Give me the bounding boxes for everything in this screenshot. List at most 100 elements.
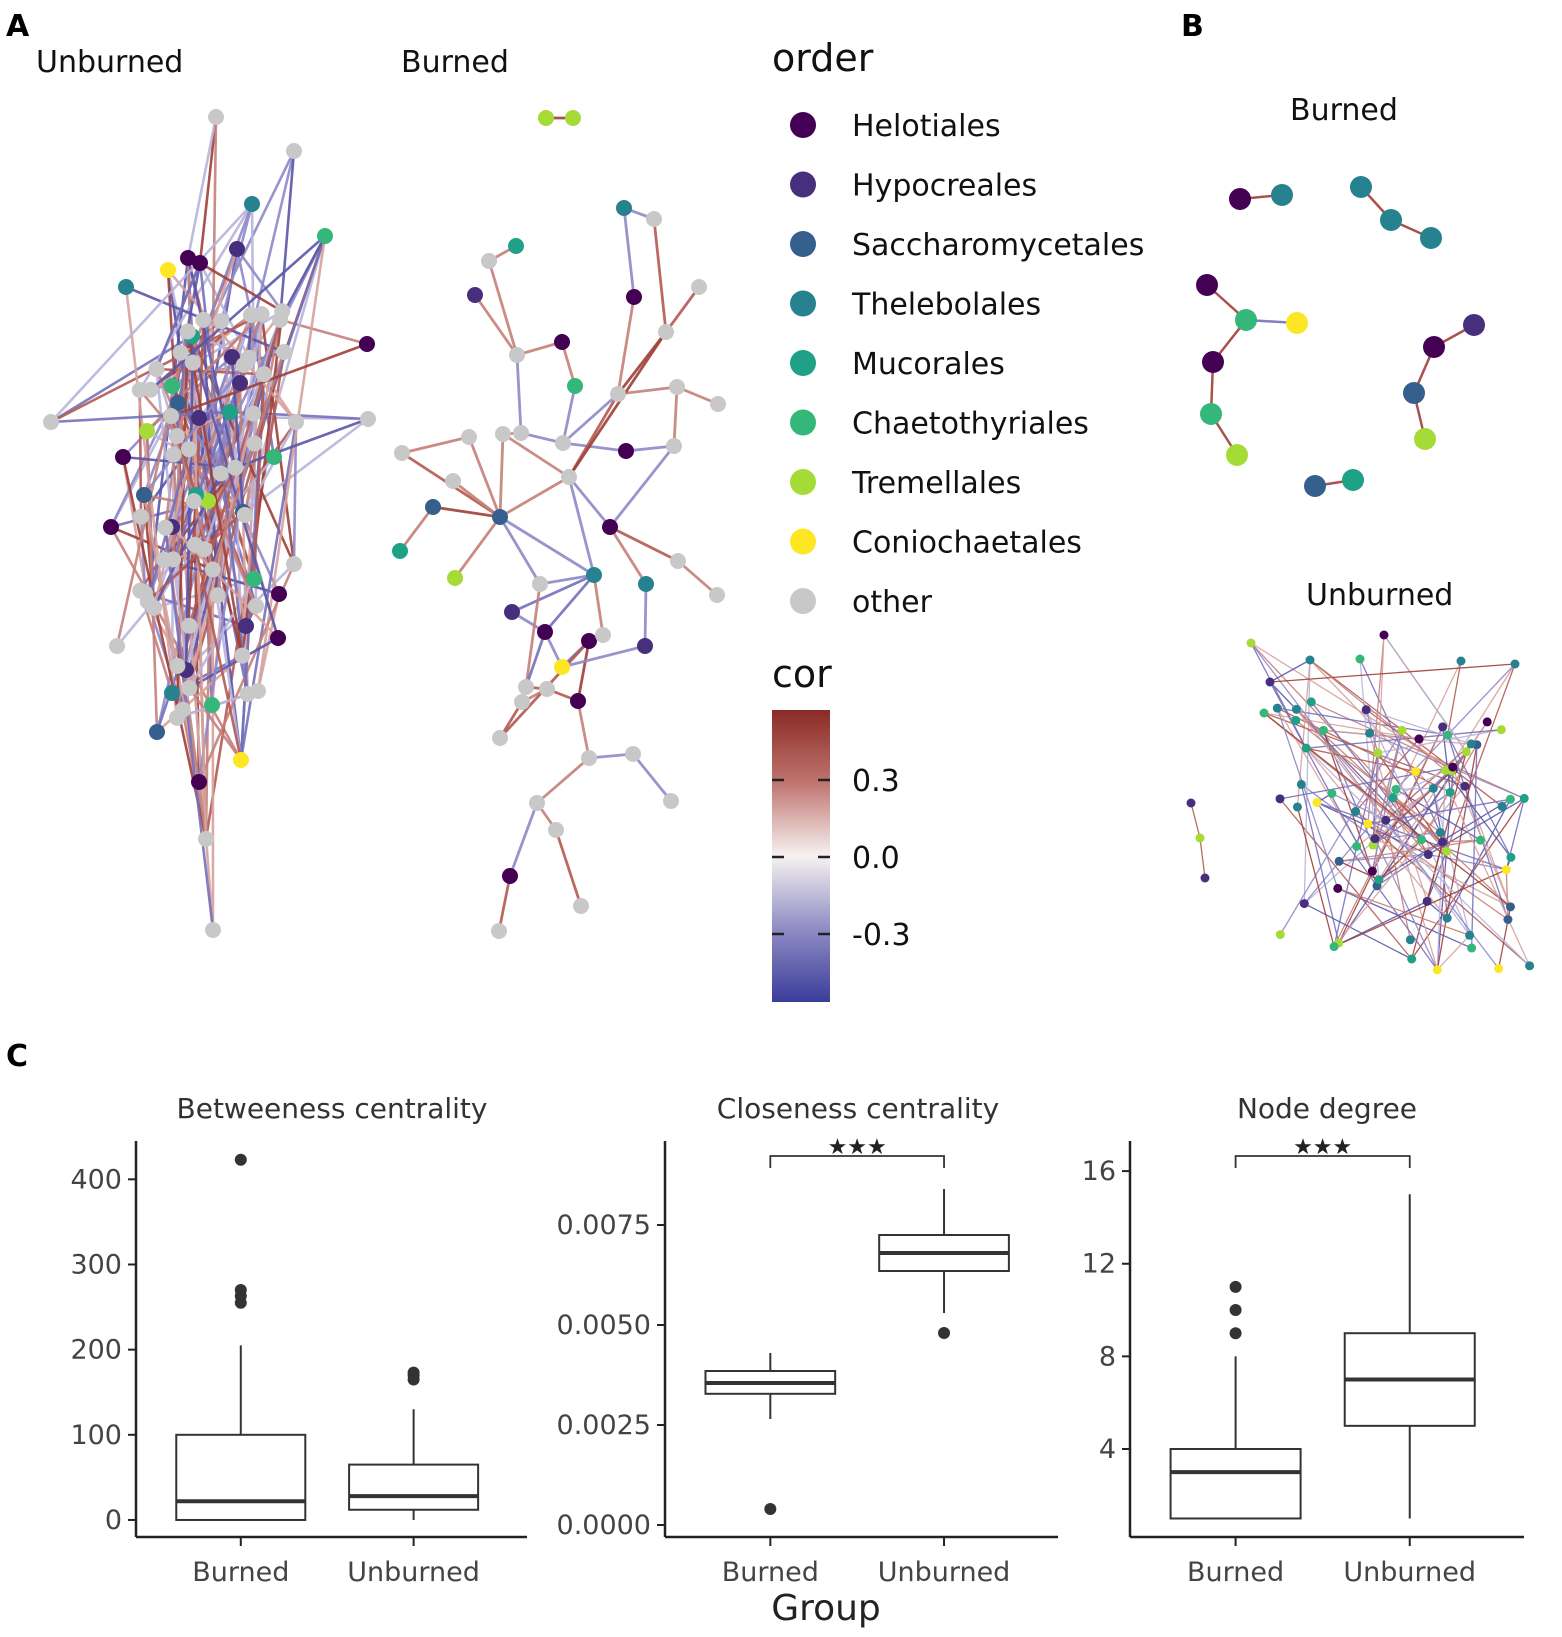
b-unburned-node [1498,802,1507,811]
unburned-node [240,686,256,702]
b-unburned-node [1511,660,1520,669]
b-unburned-node [1502,865,1511,874]
unburned-node [227,460,243,476]
b-unburned-edge [1270,660,1310,682]
b-unburned-node [1406,935,1415,944]
burned-node [514,694,530,710]
unburned-node [233,752,249,768]
burned-node [638,576,654,592]
b-unburned-node [1291,716,1300,725]
unburned-node [246,571,262,587]
y-tick-label: 100 [70,1420,122,1451]
b-burned-node [1380,209,1402,231]
b-burned-node [1414,428,1436,450]
burned-edge [489,261,517,355]
b-burned-node [1229,188,1251,210]
burned-edge [624,208,634,297]
burned-node [616,200,632,216]
burned-node [567,378,583,394]
burned-node [565,110,581,126]
burned-node [445,473,461,489]
b-unburned-edge [1506,870,1508,920]
boxplot-panels: Betweeness centrality0100200300400Burned… [70,1092,1524,1588]
b-unburned-node [1467,944,1476,953]
unburned-node [109,638,125,654]
b-unburned-node [1380,631,1389,640]
burned-edge [475,295,517,355]
burned-node [581,750,597,766]
burned-node [392,543,408,559]
unburned-node [146,600,162,616]
b-unburned-node [1333,884,1342,893]
unburned-node [185,355,201,371]
b-unburned-node [1438,722,1447,731]
burned-node [538,110,554,126]
unburned-node [244,196,260,212]
box-iqr [1171,1449,1301,1518]
b-unburned-edge [1448,661,1461,735]
unburned-node [136,487,152,503]
unburned-node [266,449,282,465]
unburned-node [164,685,180,701]
b-burned-node [1286,312,1308,334]
unburned-node [232,375,248,391]
b-burned-node [1202,351,1224,373]
b-unburned-node [1443,914,1452,923]
unburned-node [115,449,131,465]
burned-edge [510,803,537,876]
unburned-node [205,562,221,578]
burned-node [581,633,597,649]
outlier-point [235,1284,247,1296]
burned-node [548,822,564,838]
unburned-node [169,658,185,674]
b-unburned-node [1319,726,1328,735]
boxplot-panel-0: Betweeness centrality0100200300400Burned… [70,1092,527,1588]
box-iqr [176,1435,305,1520]
legend-dot-7 [790,529,816,555]
burned-node [529,795,545,811]
burned-node [425,499,441,515]
b-unburned-node [1381,816,1390,825]
burned-node [513,425,529,441]
unburned-node [163,408,179,424]
b-unburned-edge [1297,807,1334,947]
boxplot-title-0: Betweeness centrality [177,1092,488,1125]
unburned-node [241,350,257,366]
box-iqr [349,1465,478,1510]
b-unburned-node [1276,794,1285,803]
unburned-node [213,313,229,329]
cor-tick-label-2: -0.3 [852,918,911,953]
unburned-node [237,507,253,523]
legend-dot-1 [790,172,816,198]
unburned-node [286,556,302,572]
burned-node [618,443,634,459]
unburned-node [317,228,333,244]
x-tick-label: Unburned [878,1557,1011,1588]
burned-node [669,379,685,395]
burned-node [495,426,511,442]
b-unburned-node [1438,838,1447,847]
unburned-node [139,423,155,439]
b-burned-node [1350,176,1372,198]
burned-edge [500,477,569,517]
burned-node [537,624,553,640]
unburned-node [256,366,272,382]
unburned-node [169,428,185,444]
b-unburned-edge [1332,793,1386,820]
b-unburned-node [1457,657,1466,666]
b-burned-node [1271,184,1293,206]
y-tick-label: 200 [70,1335,122,1366]
b-unburned-node [1196,834,1205,843]
cor-tick-label-0: 0.3 [852,764,900,799]
order-legend: HelotialesHypocrealesSaccharomycetalesTh… [790,109,1144,620]
b-burned-node [1235,309,1257,331]
x-axis-title: Group [771,1588,881,1629]
b-unburned-node [1497,725,1506,734]
b-unburned-node [1442,847,1451,856]
legend-dot-8 [790,588,816,614]
unburned-node [210,587,226,603]
outlier-point [1230,1327,1242,1339]
unburned-node [137,585,153,601]
b-unburned-node [1327,789,1336,798]
unburned-node [103,519,119,535]
